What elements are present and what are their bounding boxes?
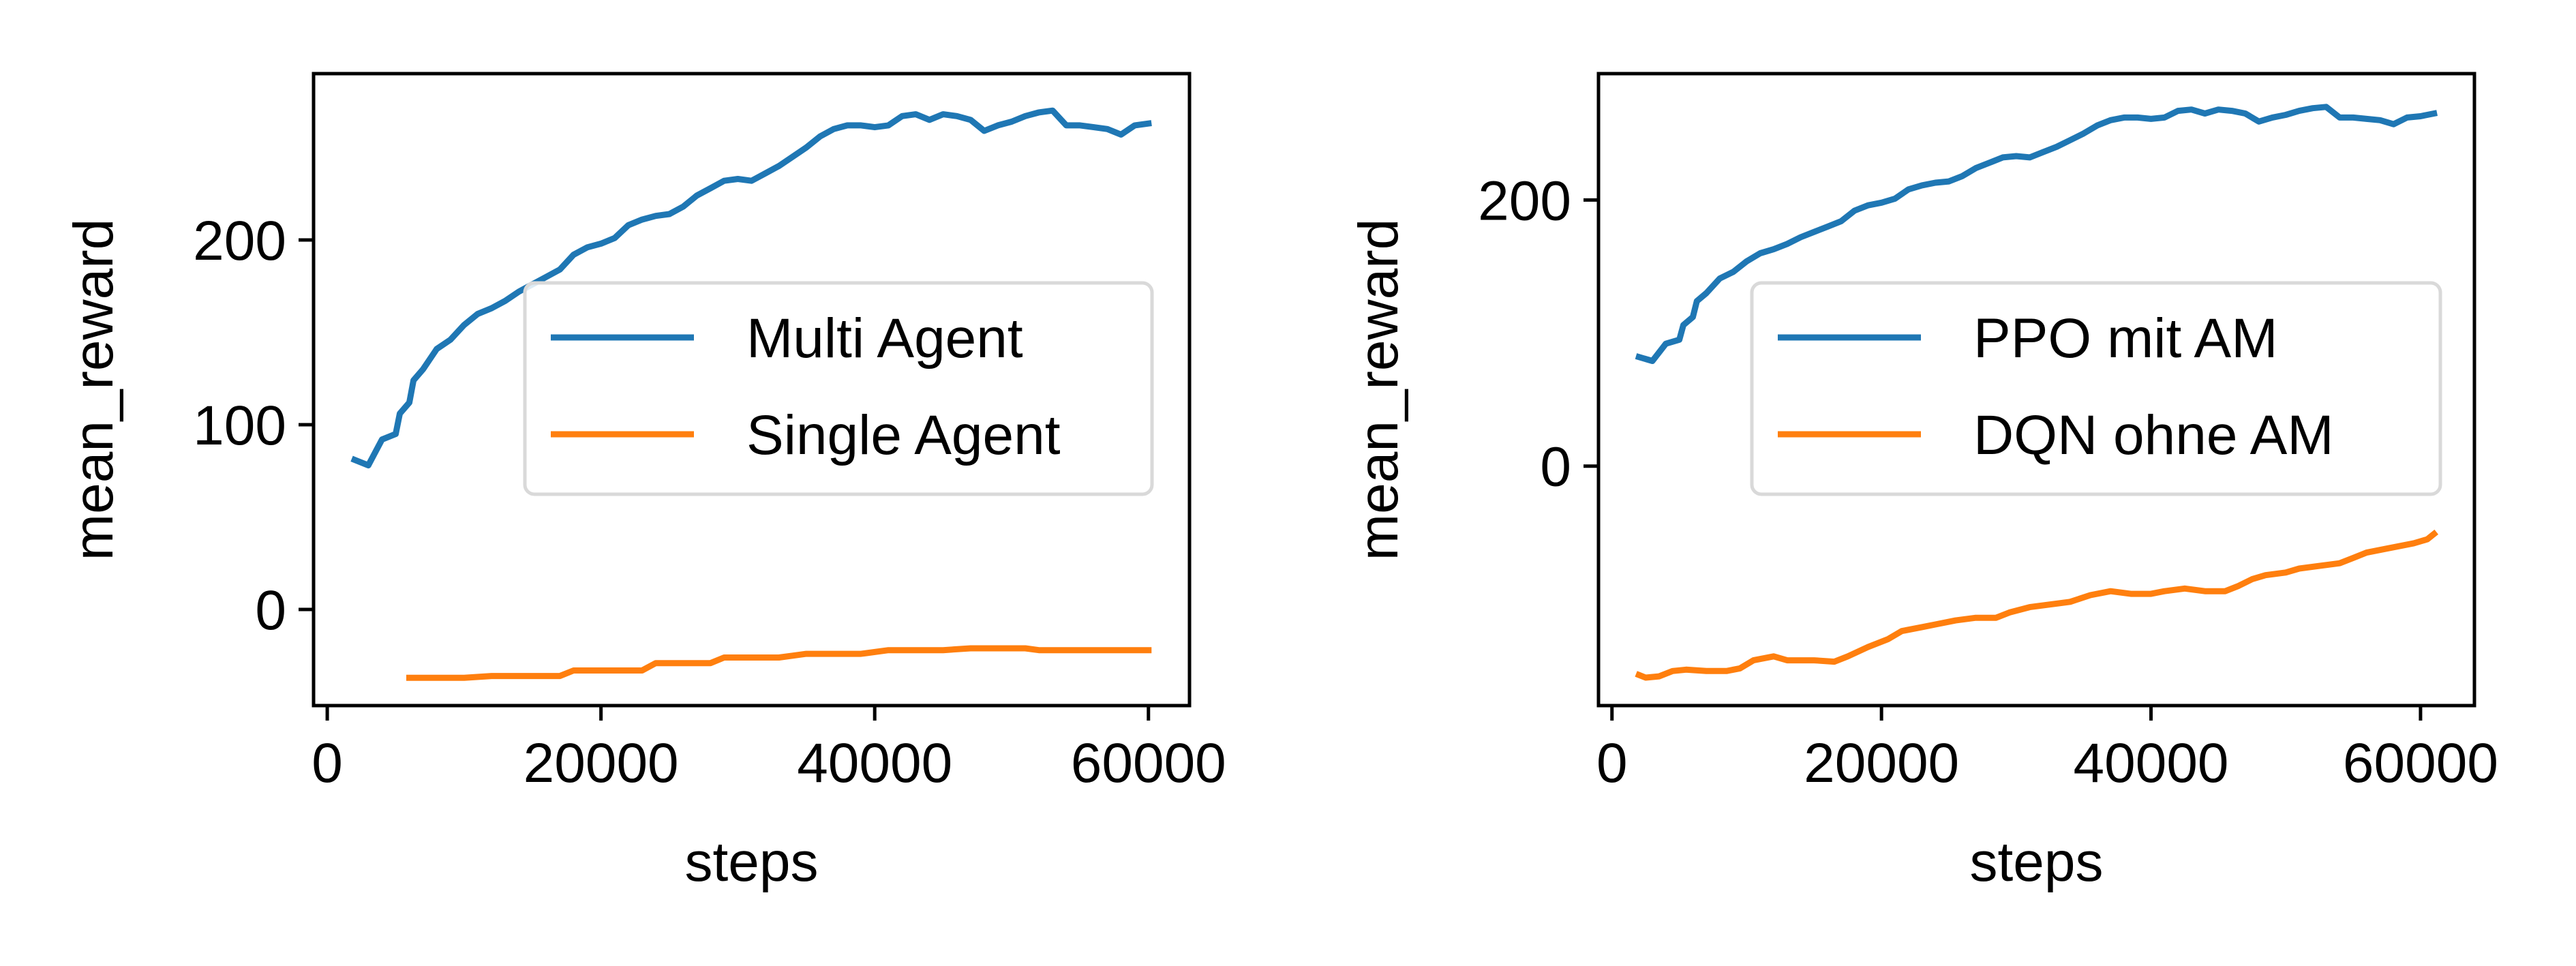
left-x-tick-label: 20000	[524, 732, 679, 794]
right-y-axis-label: mean_reward	[1348, 219, 1410, 560]
left-y-axis-label: mean_reward	[63, 219, 125, 560]
left-x-axis-label: steps	[685, 831, 819, 893]
left-legend-label-1: Multi Agent	[746, 307, 1023, 369]
right-x-tick-label: 20000	[1804, 732, 1959, 794]
right-axes-frame	[1596, 72, 2476, 708]
right-legend-label-1: PPO mit AM	[1973, 307, 2278, 369]
right-x-tick-label: 40000	[2074, 732, 2229, 794]
right-y-tick-label: 0	[1540, 436, 1571, 498]
left-x-tick-label: 60000	[1071, 732, 1226, 794]
right-legend-box	[1750, 281, 2442, 496]
left-x-tick-label: 0	[312, 732, 343, 794]
left-axes-frame	[312, 72, 1192, 708]
left-y-tick-label: 0	[255, 579, 286, 642]
right-x-tick-label: 0	[1596, 732, 1628, 794]
left-x-tick-label: 40000	[797, 732, 952, 794]
right-legend-label-2: DQN ohne AM	[1973, 404, 2334, 466]
right-legend: PPO mit AM DQN ohne AM	[1750, 281, 2442, 496]
right-series-line-2	[1635, 529, 2439, 681]
left-legend: Multi Agent Single Agent	[523, 281, 1154, 496]
left-y-tick-label: 200	[193, 210, 286, 272]
left-series-line-1	[350, 107, 1152, 469]
left-legend-label-2: Single Agent	[746, 404, 1061, 466]
left-y-tick-label: 100	[193, 395, 286, 457]
right-y-tick-label: 200	[1478, 170, 1571, 232]
chart-left: 0 20000 40000 60000 0 100 200 steps mean_reward M…	[63, 72, 1226, 893]
right-x-tick-label: 60000	[2343, 732, 2498, 794]
right-x-axis-label: steps	[1970, 831, 2104, 893]
left-series-line-2	[406, 645, 1152, 681]
right-series-line-1	[1635, 104, 2438, 364]
chart-right: 0 20000 40000 60000 0 200 steps mean_reward PPO …	[1348, 72, 2498, 893]
